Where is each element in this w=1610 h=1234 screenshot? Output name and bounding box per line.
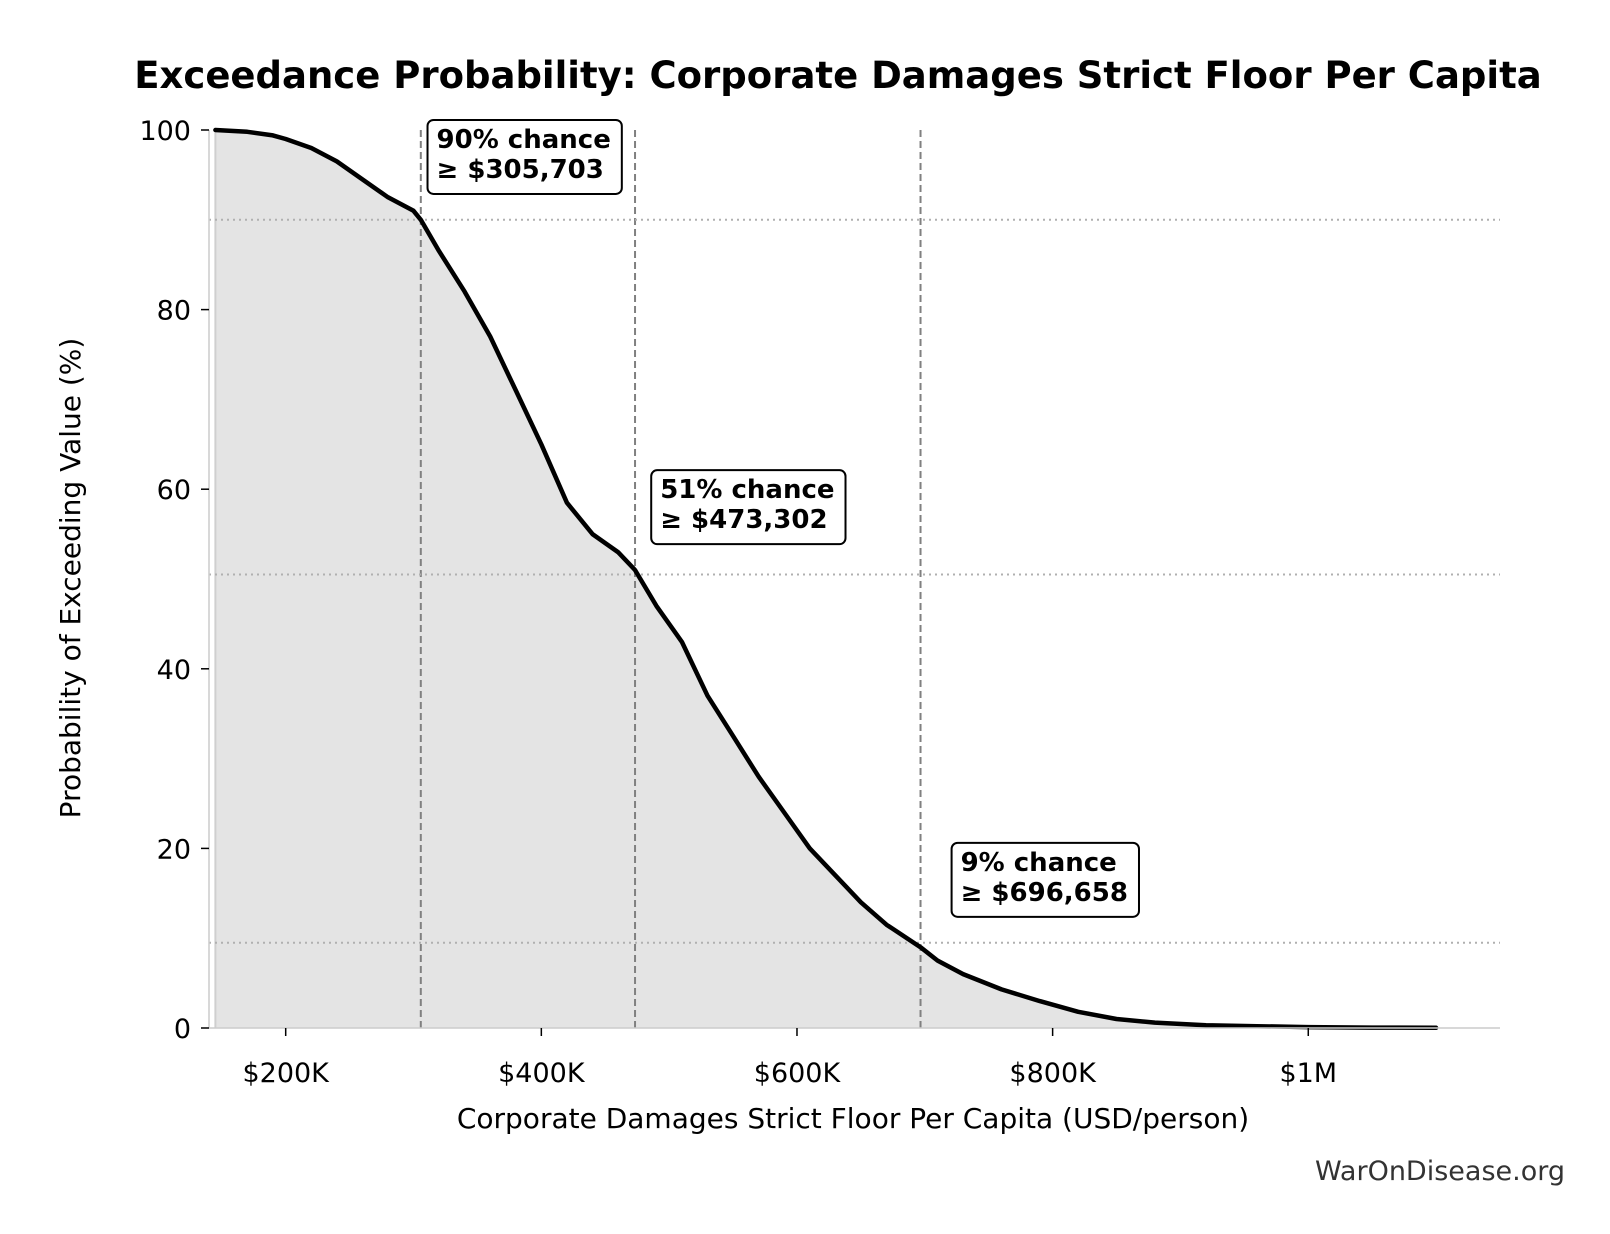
y-tick-label: 0 xyxy=(174,1014,191,1045)
y-tick-label: 80 xyxy=(157,296,191,327)
annotation-box-frame xyxy=(650,469,847,546)
x-tick-label: $1M xyxy=(1279,1058,1337,1089)
x-tick-label: $400K xyxy=(498,1058,586,1089)
x-axis-label: Corporate Damages Strict Floor Per Capit… xyxy=(457,1102,1249,1135)
annotation-line-1: 9% chance xyxy=(961,848,1117,878)
annotation-line-1: 51% chance xyxy=(660,475,834,505)
x-tick-label: $200K xyxy=(242,1058,330,1089)
y-tick-label: 60 xyxy=(157,475,191,506)
area-fill xyxy=(215,130,1437,1028)
annotation-line-2: ≥ $473,302 xyxy=(660,505,827,535)
watermark: WarOnDisease.org xyxy=(1315,1156,1565,1187)
exceedance-curve xyxy=(213,127,1439,1031)
y-tick-label: 20 xyxy=(157,834,191,865)
x-tick-label: $800K xyxy=(1009,1058,1097,1089)
annotation-box-frame xyxy=(950,841,1140,918)
x-tick-label: $600K xyxy=(754,1058,842,1089)
annotation-box: 90% chance≥ $305,703 xyxy=(426,118,623,195)
plot-area: $200K $400K $600K $800K $1M 0 20 40 60 80 100 90% c… xyxy=(139,116,1500,1089)
y-axis-label: Probability of Exceeding Value (%) xyxy=(54,338,87,819)
annotation-line-1: 90% chance xyxy=(437,125,611,155)
chart-title: Exceedance Probability: Corporate Damage… xyxy=(134,54,1541,97)
y-tick-label: 100 xyxy=(139,116,191,147)
annotation-line-2: ≥ $305,703 xyxy=(437,155,604,185)
annotation-line-2: ≥ $696,658 xyxy=(961,878,1128,908)
annotation-box: 9% chance≥ $696,658 xyxy=(950,841,1140,918)
annotation-box-frame xyxy=(426,118,623,195)
y-tick-label: 40 xyxy=(157,655,191,686)
annotation-box: 51% chance≥ $473,302 xyxy=(650,469,847,546)
